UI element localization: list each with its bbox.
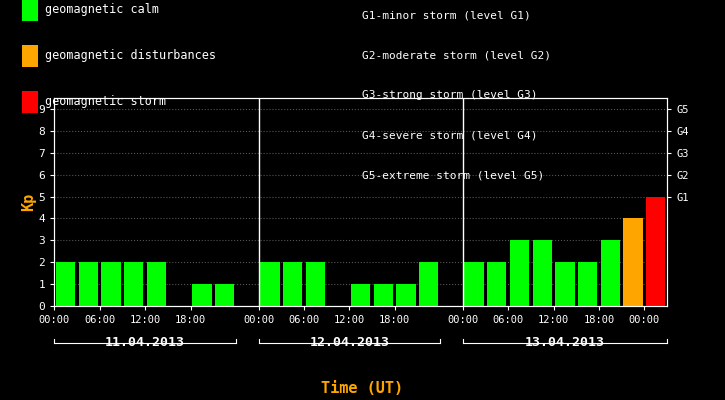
Bar (192, 284, 212, 306)
Bar (397, 284, 415, 306)
Text: G4-severe storm (level G4): G4-severe storm (level G4) (362, 130, 538, 140)
Bar (510, 240, 529, 306)
Bar (419, 262, 439, 306)
Y-axis label: Kp: Kp (21, 193, 36, 211)
Bar (555, 262, 574, 306)
Bar (306, 262, 325, 306)
Bar (624, 218, 642, 306)
Bar (600, 240, 620, 306)
Text: geomagnetic storm: geomagnetic storm (45, 96, 166, 108)
Bar (487, 262, 507, 306)
Text: G2-moderate storm (level G2): G2-moderate storm (level G2) (362, 50, 552, 60)
Text: 13.04.2013: 13.04.2013 (525, 336, 605, 348)
Bar (215, 284, 234, 306)
Text: 12.04.2013: 12.04.2013 (310, 336, 389, 348)
Bar (147, 262, 166, 306)
Text: geomagnetic calm: geomagnetic calm (45, 4, 159, 16)
Bar (124, 262, 144, 306)
Text: 11.04.2013: 11.04.2013 (105, 336, 185, 348)
Text: G3-strong storm (level G3): G3-strong storm (level G3) (362, 90, 538, 100)
Bar (578, 262, 597, 306)
Bar (351, 284, 370, 306)
Bar (260, 262, 280, 306)
Text: G5-extreme storm (level G5): G5-extreme storm (level G5) (362, 170, 544, 180)
Text: Time (UT): Time (UT) (321, 381, 404, 396)
Bar (465, 262, 484, 306)
Text: G1-minor storm (level G1): G1-minor storm (level G1) (362, 10, 531, 20)
Bar (79, 262, 98, 306)
Bar (56, 262, 75, 306)
Bar (533, 240, 552, 306)
Text: geomagnetic disturbances: geomagnetic disturbances (45, 50, 216, 62)
Bar (102, 262, 121, 306)
Bar (283, 262, 302, 306)
Bar (373, 284, 393, 306)
Bar (646, 196, 666, 306)
